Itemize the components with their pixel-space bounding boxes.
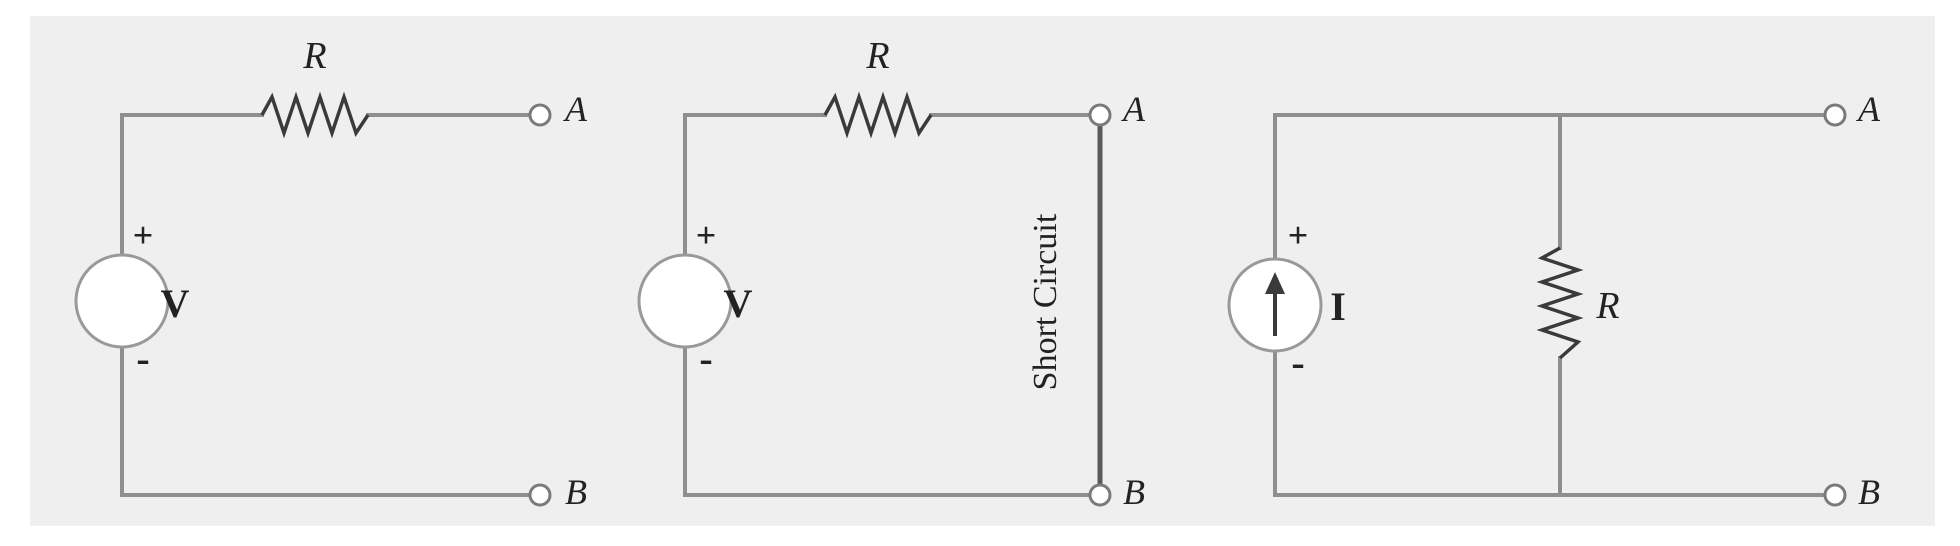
terminal-a [1823, 103, 1847, 127]
voltage-source [637, 253, 733, 349]
wire-bottom [683, 340, 1102, 497]
resistor-label: R [1595, 285, 1619, 327]
terminal-b-label: B [1858, 472, 1880, 512]
resistor [260, 91, 370, 139]
terminal-b [528, 483, 552, 507]
source-label: V [724, 281, 753, 326]
terminal-a-label: A [1856, 89, 1881, 129]
source-label: I [1330, 284, 1346, 329]
wire-top-left [683, 113, 827, 292]
terminal-a [528, 103, 552, 127]
plus-sign: + [1288, 215, 1309, 255]
source-label: V [161, 281, 190, 326]
wire-top-left [120, 113, 264, 292]
minus-sign: - [1291, 340, 1304, 385]
minus-sign: - [699, 336, 712, 381]
circuit-2: R V + - A B Short Circuit [637, 35, 1146, 512]
terminal-a-label: A [1121, 89, 1146, 129]
short-circuit-label: Short Circuit [1027, 213, 1064, 390]
circuit-3: R I + - A B [1227, 89, 1881, 512]
plus-sign: + [133, 215, 154, 255]
plus-sign: + [696, 215, 717, 255]
resistor-label: R [302, 35, 326, 77]
resistor [1536, 246, 1584, 360]
wire-top [1273, 113, 1827, 292]
terminal-b-label: B [565, 472, 587, 512]
resistor-label: R [865, 35, 889, 77]
resistor [823, 91, 933, 139]
terminal-b-label: B [1123, 472, 1145, 512]
terminal-a [1088, 103, 1112, 127]
wire-bottom [1273, 340, 1827, 497]
terminal-b [1088, 483, 1112, 507]
voltage-source [74, 253, 170, 349]
minus-sign: - [136, 336, 149, 381]
diagram-background [30, 16, 1935, 526]
circuit-1: R V + - A B [74, 35, 588, 512]
wire-bottom [120, 340, 532, 497]
terminal-b [1823, 483, 1847, 507]
arrow-up-icon [1265, 272, 1285, 336]
terminal-a-label: A [563, 89, 588, 129]
